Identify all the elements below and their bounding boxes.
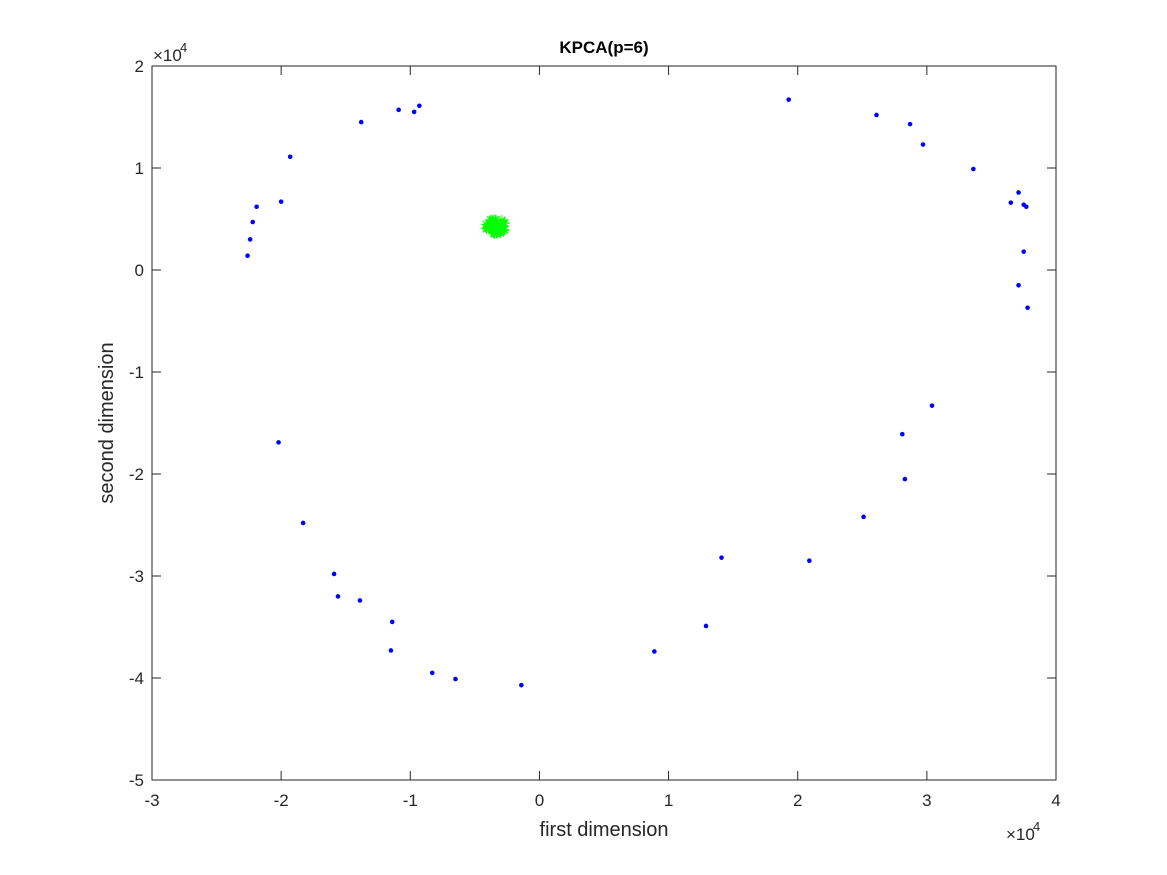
- y-exponent-base: ×10: [153, 46, 182, 65]
- y-tick-label: 2: [135, 57, 144, 76]
- data-point: [807, 558, 812, 563]
- axis-ticks: [151, 65, 1057, 781]
- x-tick-label: 2: [793, 791, 802, 810]
- y-tick-label: -2: [129, 465, 144, 484]
- y-tick-label: -4: [129, 669, 144, 688]
- data-point: [287, 154, 293, 160]
- data-point: [900, 431, 905, 437]
- x-exponent-power: 4: [1033, 819, 1040, 834]
- data-point: [357, 598, 363, 603]
- y-axis-label: second dimension: [96, 342, 118, 503]
- data-point: [429, 670, 435, 676]
- data-point: [389, 619, 395, 625]
- data-point: [874, 112, 879, 118]
- data-point: [1016, 190, 1021, 195]
- x-tick-label: -2: [274, 791, 289, 810]
- data-point: [929, 403, 935, 408]
- data-point: [388, 648, 394, 653]
- x-tick-label: 4: [1051, 791, 1060, 810]
- chart-title: KPCA(p=6): [559, 38, 648, 57]
- data-point: [1016, 283, 1021, 288]
- data-point: [300, 520, 306, 526]
- data-point: [902, 476, 908, 482]
- data-point: [786, 97, 791, 102]
- y-tick-label: -5: [129, 771, 144, 790]
- y-exponent-power: 4: [180, 40, 187, 55]
- x-axis-label: first dimension: [540, 819, 669, 841]
- y-tick-label: 1: [135, 159, 144, 178]
- y-tick-label: -1: [129, 363, 144, 382]
- data-point: [417, 103, 422, 109]
- cluster-star-marker: [492, 218, 503, 229]
- axis-tick-labels: -3 -2 -1 0 1 2 3 4 -5 -4 -3 -2 -1 0 1 2: [129, 57, 1061, 810]
- data-point: [907, 121, 913, 127]
- series-blue-points: [245, 97, 1030, 688]
- x-tick-label: -1: [403, 791, 418, 810]
- x-tick-label: 3: [922, 791, 931, 810]
- data-point: [331, 571, 337, 577]
- x-tick-label: -3: [144, 791, 159, 810]
- data-point: [920, 142, 926, 147]
- data-point: [1023, 204, 1029, 210]
- cluster-star-marker: [481, 219, 492, 230]
- x-exponent-base: ×10: [1006, 825, 1035, 844]
- data-point: [453, 676, 458, 682]
- series-green-cluster: [481, 214, 511, 239]
- data-point: [245, 253, 250, 259]
- data-point: [247, 237, 253, 242]
- data-point: [652, 649, 657, 654]
- data-point: [1008, 200, 1014, 205]
- y-tick-label: -3: [129, 567, 144, 586]
- plot-area: [151, 65, 1057, 781]
- data-point: [519, 682, 524, 688]
- x-exponent-label: ×10 4: [1006, 819, 1040, 844]
- data-point: [1021, 249, 1027, 254]
- data-point: [396, 107, 401, 113]
- y-exponent-label: ×10 4: [153, 40, 187, 65]
- data-point: [703, 623, 709, 629]
- data-point: [861, 514, 866, 520]
- data-point: [971, 166, 976, 172]
- data-point: [278, 199, 284, 204]
- cluster-star-marker: [485, 214, 496, 225]
- x-tick-label: 0: [535, 791, 544, 810]
- data-point: [250, 219, 256, 225]
- data-point: [719, 555, 724, 560]
- data-point: [276, 440, 281, 445]
- data-point: [358, 119, 364, 125]
- data-point: [411, 109, 417, 115]
- data-point: [335, 594, 341, 599]
- data-point: [1025, 305, 1030, 311]
- y-tick-label: 0: [135, 261, 144, 280]
- data-point: [254, 204, 259, 210]
- x-tick-label: 1: [664, 791, 673, 810]
